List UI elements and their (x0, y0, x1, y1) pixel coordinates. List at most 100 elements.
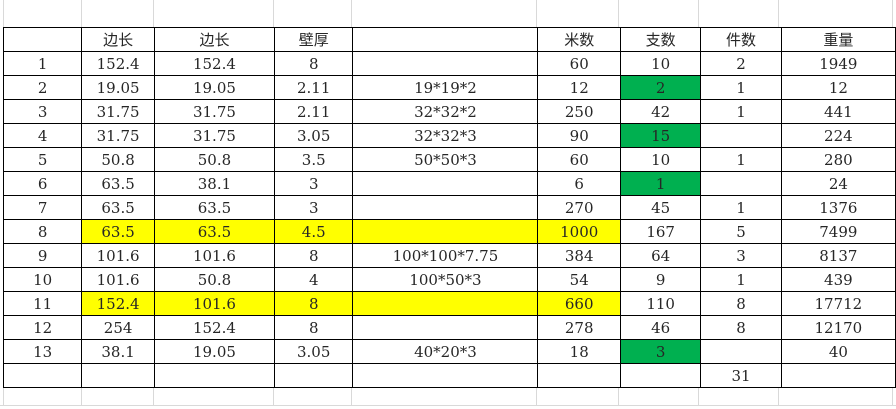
table-cell[interactable] (81, 363, 155, 388)
table-cell[interactable]: 32*32*3 (352, 123, 539, 148)
table-cell[interactable] (619, 363, 702, 388)
table-cell[interactable]: 101.6 (81, 243, 155, 268)
table-cell[interactable]: 8 (273, 243, 354, 268)
row-number-cell[interactable]: 10 (2, 267, 83, 292)
table-cell[interactable]: 18 (537, 339, 621, 364)
table-cell[interactable]: 441 (780, 99, 896, 124)
table-cell[interactable] (273, 363, 354, 388)
table-cell[interactable]: 50.8 (81, 147, 155, 172)
table-cell[interactable]: 10 (619, 147, 702, 172)
table-cell[interactable]: 8 (700, 291, 782, 316)
table-cell[interactable] (352, 195, 539, 220)
table-cell[interactable]: 5 (700, 219, 782, 244)
table-cell[interactable]: 101.6 (153, 291, 275, 316)
table-cell[interactable] (700, 171, 782, 196)
table-cell[interactable]: 60 (537, 147, 621, 172)
table-cell[interactable]: 8 (273, 315, 354, 340)
table-cell[interactable]: 1 (700, 195, 782, 220)
table-cell[interactable]: 31.75 (81, 99, 155, 124)
table-cell[interactable]: 1 (700, 99, 782, 124)
table-cell[interactable]: 152.4 (153, 51, 275, 76)
table-cell[interactable]: 3 (700, 243, 782, 268)
table-cell[interactable]: 24 (780, 171, 896, 196)
row-number-cell[interactable]: 7 (2, 195, 83, 220)
table-cell[interactable]: 278 (537, 315, 621, 340)
table-cell[interactable]: 40 (780, 339, 896, 364)
table-cell[interactable]: 660 (537, 291, 621, 316)
table-cell[interactable]: 46 (619, 315, 702, 340)
table-cell[interactable]: 250 (537, 99, 621, 124)
row-number-cell[interactable]: 4 (2, 123, 83, 148)
column-header-empty[interactable] (2, 27, 83, 52)
table-cell[interactable]: 63.5 (153, 219, 275, 244)
table-cell[interactable]: 1 (700, 267, 782, 292)
table-cell[interactable]: 280 (780, 147, 896, 172)
table-cell[interactable]: 60 (537, 51, 621, 76)
table-cell[interactable]: 50.8 (153, 267, 275, 292)
table-cell[interactable]: 19.05 (81, 75, 155, 100)
table-cell[interactable]: 9 (619, 267, 702, 292)
table-cell[interactable]: 50.8 (153, 147, 275, 172)
table-cell[interactable]: 8 (273, 51, 354, 76)
table-cell[interactable]: 31.75 (81, 123, 155, 148)
table-cell[interactable]: 19.05 (153, 75, 275, 100)
table-cell[interactable]: 8 (700, 315, 782, 340)
table-cell[interactable]: 384 (537, 243, 621, 268)
row-number-cell[interactable] (2, 363, 83, 388)
table-cell[interactable]: 1 (700, 75, 782, 100)
table-cell[interactable]: 38.1 (153, 171, 275, 196)
table-cell[interactable]: 54 (537, 267, 621, 292)
table-cell[interactable]: 4.5 (273, 219, 354, 244)
table-cell[interactable]: 8 (273, 291, 354, 316)
row-number-cell[interactable]: 9 (2, 243, 83, 268)
column-header-pieces[interactable]: 支数 (619, 27, 702, 52)
table-cell[interactable]: 101.6 (153, 243, 275, 268)
table-cell[interactable]: 32*32*2 (352, 99, 539, 124)
table-cell[interactable]: 15 (619, 123, 702, 148)
table-cell[interactable]: 439 (780, 267, 896, 292)
table-cell[interactable] (700, 123, 782, 148)
table-cell[interactable]: 2.11 (273, 99, 354, 124)
table-cell[interactable]: 31.75 (153, 99, 275, 124)
table-cell[interactable]: 63.5 (81, 219, 155, 244)
row-number-cell[interactable]: 2 (2, 75, 83, 100)
column-header-empty[interactable] (352, 27, 539, 52)
column-header-meters[interactable]: 米数 (537, 27, 621, 52)
table-cell[interactable]: 42 (619, 99, 702, 124)
table-cell[interactable]: 3.5 (273, 147, 354, 172)
row-number-cell[interactable]: 12 (2, 315, 83, 340)
table-cell[interactable]: 63.5 (81, 171, 155, 196)
table-cell[interactable] (537, 363, 621, 388)
table-cell[interactable]: 224 (780, 123, 896, 148)
table-cell[interactable] (352, 171, 539, 196)
table-cell[interactable]: 152.4 (81, 291, 155, 316)
table-cell[interactable]: 12 (537, 75, 621, 100)
table-cell[interactable]: 7499 (780, 219, 896, 244)
row-number-cell[interactable]: 3 (2, 99, 83, 124)
table-cell[interactable] (352, 363, 539, 388)
column-header-bundles[interactable]: 件数 (700, 27, 782, 52)
table-cell[interactable]: 40*20*3 (352, 339, 539, 364)
table-cell[interactable]: 12170 (780, 315, 896, 340)
table-cell[interactable]: 152.4 (153, 315, 275, 340)
column-header-side_b[interactable]: 边长 (153, 27, 275, 52)
table-cell[interactable]: 63.5 (153, 195, 275, 220)
table-cell[interactable] (352, 51, 539, 76)
table-cell[interactable]: 63.5 (81, 195, 155, 220)
table-cell[interactable] (352, 315, 539, 340)
table-cell[interactable]: 1 (619, 171, 702, 196)
table-cell[interactable]: 101.6 (81, 267, 155, 292)
row-number-cell[interactable]: 5 (2, 147, 83, 172)
table-cell[interactable]: 17712 (780, 291, 896, 316)
column-header-wall[interactable]: 壁厚 (273, 27, 354, 52)
table-cell[interactable]: 90 (537, 123, 621, 148)
table-cell[interactable]: 38.1 (81, 339, 155, 364)
table-cell[interactable]: 4 (273, 267, 354, 292)
table-cell[interactable]: 3 (273, 195, 354, 220)
row-number-cell[interactable]: 11 (2, 291, 83, 316)
table-cell[interactable]: 3 (619, 339, 702, 364)
table-cell[interactable]: 45 (619, 195, 702, 220)
table-cell[interactable] (780, 363, 896, 388)
table-cell[interactable]: 50*50*3 (352, 147, 539, 172)
column-header-weight[interactable]: 重量 (780, 27, 896, 52)
